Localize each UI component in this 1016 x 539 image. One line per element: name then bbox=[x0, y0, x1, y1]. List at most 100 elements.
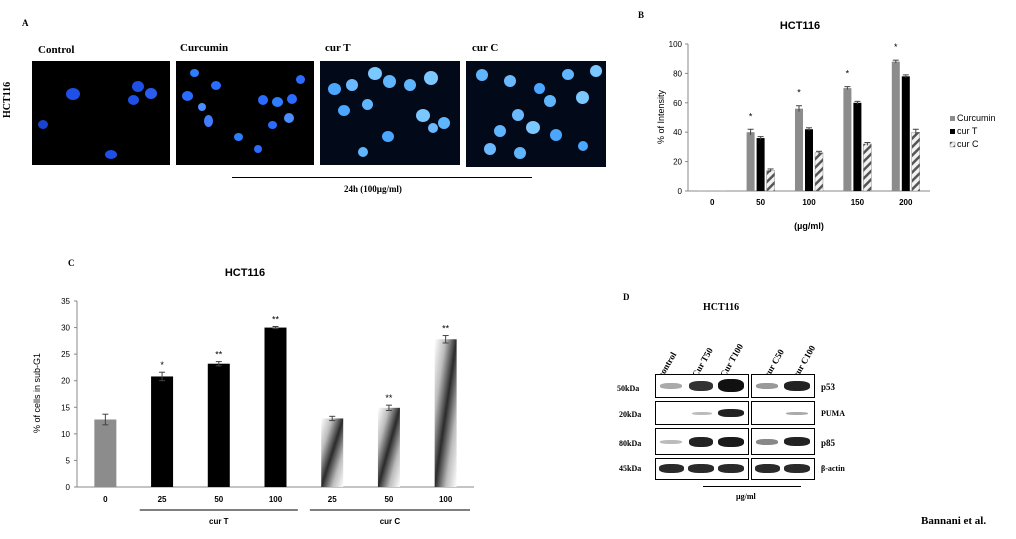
chart-b-title: HCT116 bbox=[780, 20, 820, 32]
micrograph-cur-c bbox=[466, 61, 606, 167]
chart-b-xtick-label: 50 bbox=[756, 198, 765, 207]
chart-c-ytick-label: 0 bbox=[66, 483, 71, 492]
mw-label: 45kDa bbox=[619, 464, 642, 473]
chart-c-ytick-label: 35 bbox=[61, 297, 70, 306]
chart-b-legend-swatch bbox=[950, 116, 955, 121]
bracket-label: 24h (100µg/ml) bbox=[344, 184, 402, 194]
blot-actin-left bbox=[655, 458, 749, 480]
chart-c-ytick-label: 25 bbox=[61, 350, 70, 359]
blot-actin-right bbox=[751, 458, 815, 480]
chart-b-bar bbox=[698, 190, 707, 191]
chart-b-bar bbox=[853, 102, 862, 191]
chart-c-significance: ** bbox=[385, 393, 393, 403]
chart-b-ytick-label: 20 bbox=[673, 158, 682, 167]
chart-b-bar bbox=[766, 170, 775, 192]
chart-c-bar bbox=[94, 419, 117, 487]
chart-c-bar bbox=[151, 376, 174, 487]
chart-b-ytick-label: 40 bbox=[673, 128, 682, 137]
chart-c-title: HCT116 bbox=[225, 267, 265, 279]
chart-c-ytick-label: 20 bbox=[61, 377, 70, 386]
chart-b-bar bbox=[708, 190, 717, 191]
chart-b-bar bbox=[891, 61, 900, 191]
chart-c-ytick-label: 15 bbox=[61, 403, 70, 412]
chart-c-xtick-label: 100 bbox=[269, 495, 283, 504]
chart-c-xtick-label: 25 bbox=[158, 495, 167, 504]
chart-b-significance: * bbox=[846, 69, 850, 79]
micrograph-control bbox=[32, 61, 170, 165]
chart-b-significance: * bbox=[797, 88, 801, 98]
chart-c-ytick-label: 5 bbox=[66, 456, 71, 465]
author-credit: Bannani et al. bbox=[921, 515, 987, 527]
chart-c-bar bbox=[207, 363, 230, 487]
chart-b-xtick-label: 0 bbox=[710, 198, 715, 207]
image-label-cur-t: cur T bbox=[325, 42, 351, 54]
protein-label: β-actin bbox=[821, 464, 845, 473]
blot-p85-left bbox=[655, 428, 749, 455]
blot-title: HCT116 bbox=[703, 302, 740, 313]
chart-b-legend-entry: Curcumin bbox=[957, 113, 996, 123]
protein-label: p85 bbox=[821, 438, 836, 448]
chart-b-xtick-label: 150 bbox=[851, 198, 865, 207]
chart-b-ytick-label: 100 bbox=[669, 40, 683, 49]
chart-c: HCT116 % of cells in sub-G1 0 5 10 15 20 25 30… bbox=[32, 267, 474, 526]
chart-b-legend-swatch bbox=[949, 141, 956, 148]
chart-b-xtick-label: 200 bbox=[899, 198, 913, 207]
chart-c-group-label: cur T bbox=[209, 517, 229, 526]
image-label-curcumin: Curcumin bbox=[180, 42, 229, 54]
micrograph-cur-t bbox=[320, 61, 460, 165]
blot-p53-right bbox=[751, 374, 815, 398]
chart-b-bar bbox=[843, 88, 852, 191]
chart-b-bar bbox=[901, 76, 910, 191]
chart-b-bar bbox=[746, 132, 755, 191]
chart-b-ylabel: % of Intensity bbox=[656, 89, 666, 144]
chart-b-legend-entry: cur C bbox=[957, 139, 979, 149]
micrograph-curcumin bbox=[176, 61, 314, 165]
chart-c-xtick-label: 25 bbox=[328, 495, 337, 504]
chart-b-legend-swatch bbox=[950, 129, 955, 134]
chart-b-bar bbox=[756, 138, 765, 191]
mw-label: 50kDa bbox=[617, 384, 640, 393]
chart-b-bar bbox=[911, 131, 920, 192]
chart-c-ytick-label: 30 bbox=[61, 324, 70, 333]
chart-b-legend-entry: cur T bbox=[957, 126, 978, 136]
chart-b: HCT116 % of Intensity 0 20 40 60 80 100 0 50 100… bbox=[656, 20, 996, 231]
blot-p85-right bbox=[751, 428, 815, 455]
blot-puma-right bbox=[751, 401, 815, 425]
bracket-line bbox=[232, 177, 532, 178]
chart-c-significance: * bbox=[160, 360, 164, 370]
blot-bracket-line bbox=[703, 486, 801, 487]
chart-c-xtick-label: 100 bbox=[439, 495, 453, 504]
row-label: HCT116 bbox=[2, 81, 13, 118]
mw-label: 20kDa bbox=[619, 410, 642, 419]
chart-b-bar bbox=[814, 152, 824, 192]
chart-c-xtick-label: 0 bbox=[103, 495, 108, 504]
chart-b-bar bbox=[805, 129, 813, 191]
protein-label: p53 bbox=[821, 382, 836, 392]
chart-b-ytick-label: 0 bbox=[678, 187, 683, 196]
chart-b-significance: * bbox=[894, 42, 898, 52]
blot-footer: µg/ml bbox=[736, 492, 756, 501]
chart-c-ytick-label: 10 bbox=[61, 430, 70, 439]
chart-c-significance: ** bbox=[442, 324, 450, 334]
chart-c-ylabel: % of cells in sub-G1 bbox=[32, 353, 42, 433]
chart-c-xtick-label: 50 bbox=[214, 495, 223, 504]
chart-b-bar bbox=[718, 190, 727, 191]
mw-label: 80kDa bbox=[619, 439, 642, 448]
chart-c-bar bbox=[321, 418, 344, 487]
chart-c-significance: ** bbox=[215, 350, 223, 360]
chart-c-bar bbox=[377, 407, 400, 487]
panel-d-letter: D bbox=[623, 292, 630, 302]
blot-p53-left bbox=[655, 374, 749, 398]
image-label-cur-c: cur C bbox=[472, 42, 499, 54]
chart-b-xtick-label: 100 bbox=[802, 198, 816, 207]
chart-b-bar bbox=[795, 108, 803, 191]
panel-c-letter: C bbox=[68, 258, 75, 268]
chart-c-significance: ** bbox=[272, 315, 280, 325]
chart-b-bar bbox=[863, 143, 872, 192]
chart-c-bar bbox=[434, 339, 457, 487]
chart-c-xtick-label: 50 bbox=[384, 495, 393, 504]
chart-c-group-label: cur C bbox=[380, 517, 401, 526]
chart-c-bar bbox=[264, 327, 287, 487]
panel-b-letter: B bbox=[638, 10, 645, 20]
image-label-control: Control bbox=[38, 44, 75, 56]
